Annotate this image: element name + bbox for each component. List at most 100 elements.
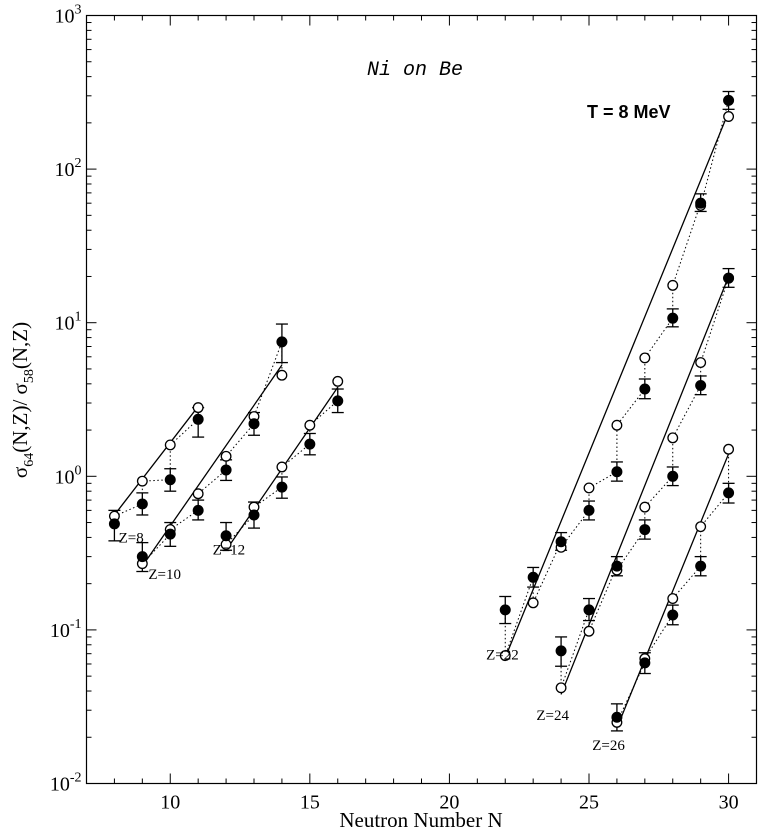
filled-point bbox=[611, 560, 623, 572]
chart-lines bbox=[113, 100, 730, 729]
filled-point bbox=[136, 498, 148, 510]
filled-point bbox=[164, 528, 176, 540]
y-tick-exponent: -1 bbox=[70, 617, 82, 632]
y-tick-label: 101 bbox=[55, 310, 82, 335]
y-tick-base: 10 bbox=[55, 6, 75, 28]
y-tick-base: 10 bbox=[50, 774, 70, 796]
filled-point bbox=[667, 312, 679, 324]
filled-point bbox=[583, 504, 595, 516]
filled-point bbox=[164, 474, 176, 486]
y-tick-exponent: 1 bbox=[75, 310, 82, 325]
y-tick-exponent: 3 bbox=[75, 3, 82, 18]
filled-point bbox=[555, 645, 567, 657]
filled-point bbox=[220, 464, 232, 476]
filled-point bbox=[248, 509, 260, 521]
group-label: Z=26 bbox=[592, 738, 625, 754]
y-axis-label-middle: (N,Z)/ σ bbox=[8, 383, 32, 453]
open-point bbox=[304, 419, 316, 431]
filled-point bbox=[136, 551, 148, 563]
group-label: Z=8 bbox=[119, 531, 144, 547]
open-point bbox=[136, 475, 148, 487]
open-point bbox=[220, 450, 232, 462]
filled-point bbox=[108, 518, 120, 530]
y-tick-base: 10 bbox=[55, 313, 75, 335]
filled-point bbox=[332, 395, 344, 407]
x-tick-label: 10 bbox=[160, 792, 180, 814]
x-tick-label: 30 bbox=[719, 792, 739, 814]
temperature-annotation: T = 8 MeV bbox=[587, 102, 671, 122]
filled-point bbox=[304, 438, 316, 450]
y-tick-label: 100 bbox=[55, 463, 82, 488]
open-point bbox=[639, 501, 651, 513]
filled-point bbox=[695, 197, 707, 209]
group-label: Z=12 bbox=[213, 542, 246, 558]
chart-marks bbox=[108, 90, 735, 732]
group-label: Z=10 bbox=[148, 567, 181, 583]
open-point bbox=[695, 357, 707, 369]
y-axis-label-sigma-1: σ bbox=[8, 467, 32, 478]
filled-point bbox=[276, 336, 288, 348]
fit-line bbox=[560, 276, 730, 695]
y-tick-label: 103 bbox=[55, 3, 82, 28]
open-point bbox=[667, 279, 679, 291]
open-point bbox=[723, 111, 735, 122]
fit-line bbox=[141, 364, 283, 567]
open-point bbox=[667, 432, 679, 444]
y-tick-label: 10-1 bbox=[50, 617, 82, 642]
fit-line bbox=[504, 111, 730, 658]
y-tick-base: 10 bbox=[50, 620, 70, 642]
filled-point bbox=[276, 481, 288, 493]
filled-point bbox=[639, 524, 651, 536]
y-tick-label: 102 bbox=[55, 156, 82, 181]
open-point bbox=[164, 439, 176, 451]
open-point bbox=[639, 352, 651, 364]
filled-point bbox=[695, 380, 707, 392]
filled-point bbox=[723, 94, 735, 106]
y-tick-base: 10 bbox=[55, 159, 75, 181]
x-axis-label: Neutron Number N bbox=[339, 808, 502, 830]
filled-point bbox=[248, 418, 260, 430]
open-point bbox=[667, 593, 679, 604]
svg-text:σ64(N,Z)/ σ58(N,Z): σ64(N,Z)/ σ58(N,Z) bbox=[8, 322, 37, 478]
filled-point bbox=[695, 560, 707, 572]
y-tick-base: 10 bbox=[55, 466, 75, 488]
open-point bbox=[499, 650, 511, 662]
y-tick-exponent: 0 bbox=[75, 463, 82, 478]
chart-title: Ni on Be bbox=[367, 59, 463, 82]
x-tick-label: 25 bbox=[579, 792, 599, 814]
fit-line bbox=[113, 406, 199, 516]
filled-point bbox=[723, 272, 735, 284]
dotted-connector bbox=[616, 449, 730, 723]
open-point bbox=[583, 625, 595, 637]
open-point bbox=[192, 488, 204, 500]
open-point bbox=[555, 682, 567, 694]
y-tick-exponent: -2 bbox=[70, 771, 82, 786]
dotted-connector bbox=[113, 407, 199, 524]
filled-point bbox=[527, 571, 539, 583]
filled-point bbox=[583, 604, 595, 616]
filled-point bbox=[220, 530, 232, 542]
dotted-connector bbox=[141, 341, 283, 565]
chart-text: 10 15 20 25 3010-210-1100101102103Z=8Z=10Z=1… bbox=[50, 3, 739, 814]
open-point bbox=[583, 482, 595, 494]
plot-frame bbox=[85, 14, 758, 785]
y-axis-label-sub-1: 64 bbox=[22, 453, 37, 467]
open-point bbox=[695, 521, 707, 533]
open-point bbox=[527, 597, 539, 609]
filled-point bbox=[667, 609, 679, 621]
y-axis-label: σ64(N,Z)/ σ58(N,Z) bbox=[8, 322, 37, 478]
open-point bbox=[276, 369, 288, 381]
filled-point bbox=[611, 466, 623, 478]
y-tick-exponent: 2 bbox=[75, 156, 82, 171]
open-point bbox=[723, 443, 735, 455]
chart-ticks bbox=[86, 15, 757, 784]
filled-point bbox=[499, 604, 511, 616]
open-point bbox=[276, 461, 288, 473]
filled-point bbox=[639, 383, 651, 395]
group-label: Z=22 bbox=[486, 648, 519, 664]
open-point bbox=[611, 419, 623, 431]
filled-point bbox=[555, 536, 567, 548]
filled-point bbox=[192, 504, 204, 516]
dotted-connector bbox=[225, 381, 339, 546]
y-axis-label-end: (N,Z) bbox=[8, 322, 32, 369]
